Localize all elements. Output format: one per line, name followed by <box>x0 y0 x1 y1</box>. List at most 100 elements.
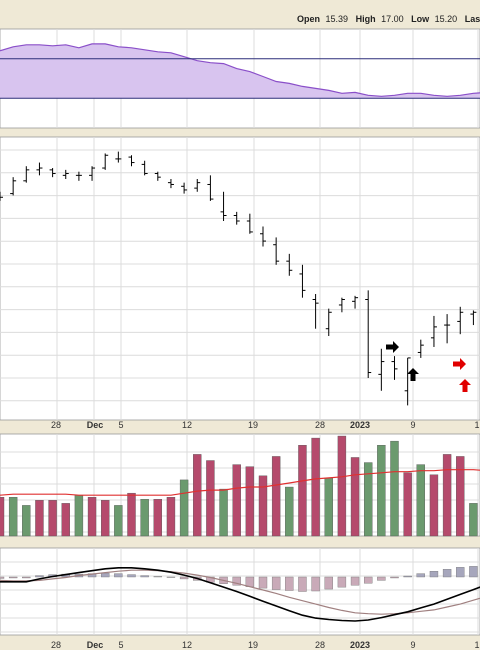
open-label: Open <box>297 14 320 24</box>
macd-histogram-bar <box>350 576 360 586</box>
x-tick-label: Dec <box>87 640 104 650</box>
header-bar: Open 15.39 High 17.00 Low 15.20 Last <box>297 14 480 24</box>
macd-histogram-bar <box>377 576 386 581</box>
volume-bar <box>206 460 215 537</box>
x-tick-label: 28 <box>315 640 325 650</box>
volume-bar <box>390 440 399 537</box>
macd-histogram-bar <box>337 576 347 588</box>
volume-bar <box>232 464 241 537</box>
macd-histogram-bar <box>469 566 478 578</box>
volume-bar <box>179 479 189 537</box>
macd-panel <box>0 547 480 636</box>
macd-histogram-bar <box>442 569 452 578</box>
volume-bar <box>469 503 478 537</box>
volume-bar <box>127 492 136 537</box>
header-quote: Open 15.39 High 17.00 Low 15.20 Last <box>297 14 480 24</box>
macd-line <box>0 566 480 622</box>
price-panel <box>0 136 480 421</box>
volume-bar <box>0 497 5 537</box>
volume-bar <box>87 497 97 537</box>
macd-histogram-bar <box>456 567 465 578</box>
volume-bar <box>61 503 70 537</box>
macd-histogram-bar <box>179 576 189 580</box>
x-tick-label: 12 <box>182 640 192 650</box>
macd-histogram-bar <box>403 575 412 578</box>
high-value: 17.00 <box>381 14 404 24</box>
volume-bar <box>258 475 268 537</box>
x-tick-label: 2023 <box>350 640 370 650</box>
x-tick-label: 1 <box>474 420 479 430</box>
macd-histogram-bar <box>100 572 110 578</box>
macd-histogram-bar <box>364 576 373 584</box>
macd-histogram-bar <box>390 576 399 579</box>
volume-bar <box>245 466 255 537</box>
rsi-area <box>0 43 480 99</box>
macd-histogram-bar <box>127 574 136 578</box>
low-label: Low <box>411 14 430 24</box>
macd-histogram-bar <box>232 576 241 586</box>
macd-histogram-bar <box>114 573 123 578</box>
x-tick-label: 28 <box>315 420 325 430</box>
volume-bar <box>416 464 425 537</box>
volume-bar <box>74 495 84 537</box>
alert-arrow-icon <box>453 358 466 370</box>
volume-bar <box>219 488 228 537</box>
x-tick-label: 12 <box>182 420 192 430</box>
x-tick-label: 28 <box>51 640 61 650</box>
volume-bar <box>153 499 163 537</box>
macd-histogram-bar <box>35 575 44 578</box>
macd-histogram-bar <box>258 576 268 589</box>
macd-histogram-bar <box>311 576 320 592</box>
macd-histogram-bar <box>298 576 307 592</box>
volume-bar <box>377 445 386 537</box>
volume-moving-average <box>0 469 480 496</box>
macd-histogram-bar <box>271 576 281 590</box>
x-tick-label: 1 <box>474 640 479 650</box>
volume-bar <box>48 500 57 537</box>
x-tick-label: 5 <box>118 640 123 650</box>
x-tick-label: 5 <box>118 420 123 430</box>
volume-bar <box>337 435 347 537</box>
x-axis: 28 Dec 5 12 19 28 2023 9 1 28 Dec 5 12 19 28 2023 9 1 <box>51 420 480 650</box>
volume-bar <box>429 474 439 537</box>
x-tick-label: 19 <box>248 640 258 650</box>
volume-bar <box>285 486 294 537</box>
x-tick-label: 19 <box>248 420 258 430</box>
macd-histogram-bar <box>324 576 333 590</box>
volume-bar <box>100 500 110 537</box>
macd-histogram-bar <box>429 571 439 578</box>
volume-bar <box>114 505 123 537</box>
x-tick-label: Dec <box>87 420 104 430</box>
volume-bar <box>140 499 149 537</box>
macd-histogram-bar <box>245 576 255 587</box>
volume-bar <box>35 500 44 537</box>
rsi-line <box>0 43 480 97</box>
volume-bar <box>456 456 465 537</box>
volume-bar <box>8 497 18 537</box>
last-label: Last <box>465 14 480 24</box>
macd-histogram-bar <box>140 575 149 578</box>
macd-histogram-bar <box>416 573 425 578</box>
volume-bar <box>324 477 333 537</box>
buy-signal-arrow-icon <box>407 368 419 381</box>
volume-bar <box>403 472 412 537</box>
volume-bar <box>350 457 360 537</box>
volume-bar <box>311 437 320 537</box>
volume-bar <box>364 462 373 537</box>
macd-histogram-bar <box>8 576 18 579</box>
low-value: 15.20 <box>435 14 458 24</box>
volume-bar <box>442 454 452 537</box>
x-tick-label: 28 <box>51 420 61 430</box>
chart-panels <box>0 28 480 636</box>
volume-bar <box>193 454 202 537</box>
high-label: High <box>356 14 376 24</box>
volume-bar <box>166 497 176 537</box>
volume-bar <box>22 505 31 537</box>
x-tick-label: 9 <box>410 420 415 430</box>
alert-arrow-icon <box>459 379 471 392</box>
buy-signal-arrow-icon <box>386 341 399 353</box>
macd-histogram-bar <box>0 576 5 579</box>
x-tick-label: 2023 <box>350 420 370 430</box>
